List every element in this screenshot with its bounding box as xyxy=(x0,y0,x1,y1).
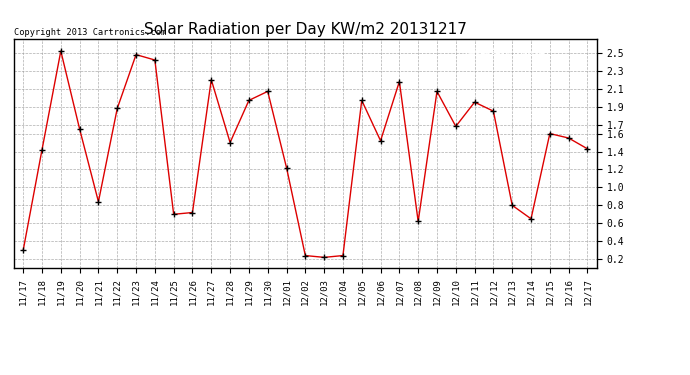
Text: Copyright 2013 Cartronics.com: Copyright 2013 Cartronics.com xyxy=(14,28,166,37)
Title: Solar Radiation per Day KW/m2 20131217: Solar Radiation per Day KW/m2 20131217 xyxy=(144,22,466,37)
